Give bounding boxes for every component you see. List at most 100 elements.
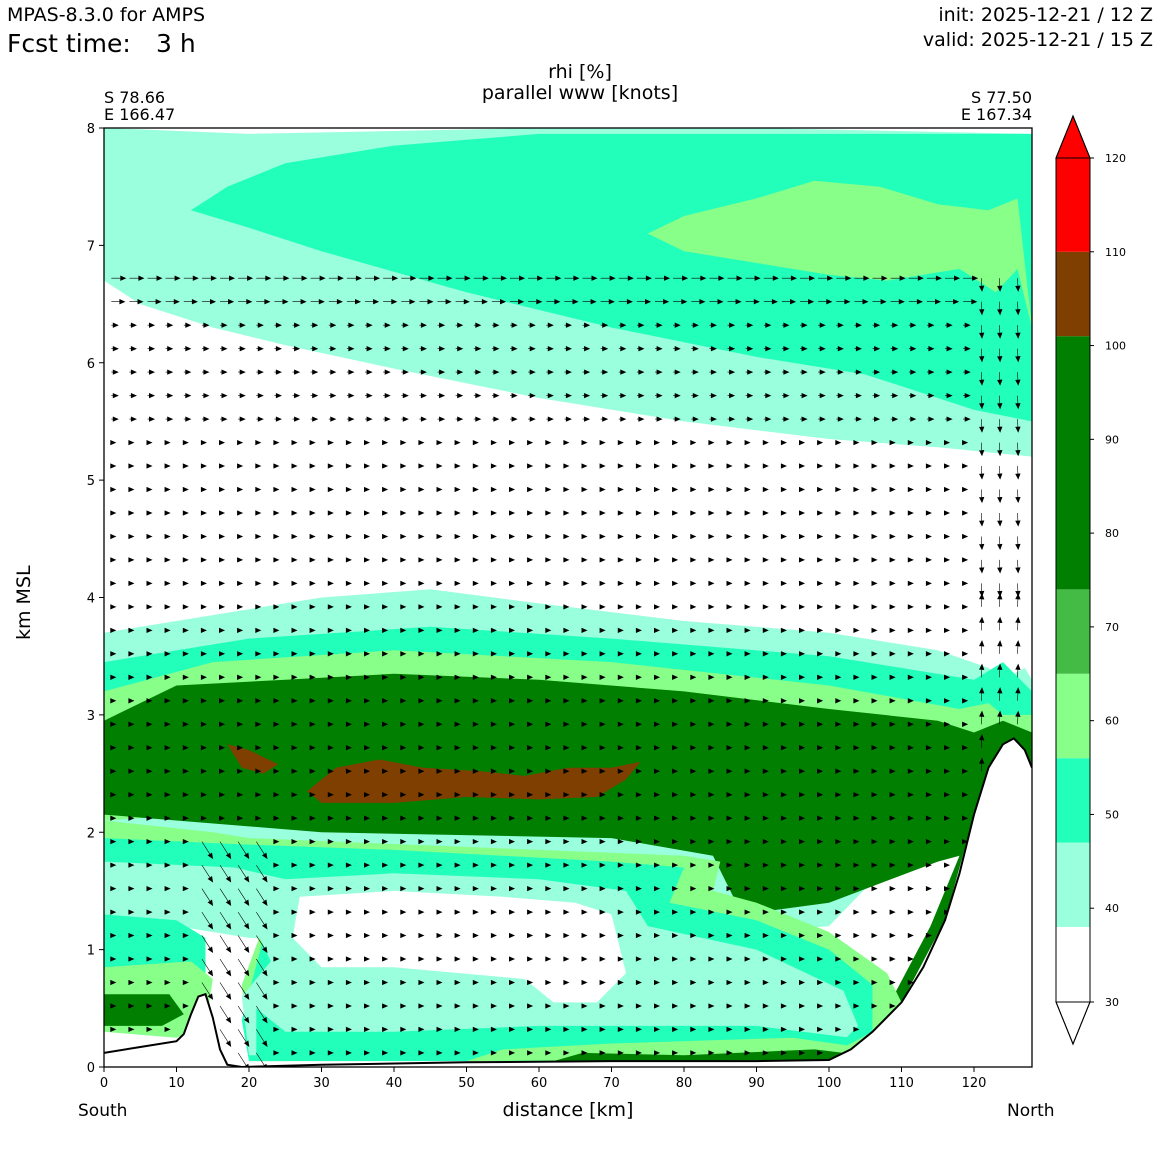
wind-vector: [708, 721, 715, 727]
wind-vector: [327, 792, 334, 798]
wind-vector: [110, 580, 117, 587]
wind-vector: [817, 885, 824, 892]
wind-vector: [943, 439, 951, 446]
wind-vector: [310, 346, 319, 352]
wind-vector: [672, 838, 679, 845]
wind-vector: [546, 346, 554, 352]
wind-vector: [238, 299, 253, 305]
wind-vector: [564, 392, 572, 399]
wind-vector: [528, 346, 536, 352]
wind-vector: [400, 1003, 407, 1009]
wind-vector: [800, 275, 816, 281]
wind-vector: [274, 346, 282, 352]
wind-vector: [128, 580, 135, 587]
wind-vector: [490, 557, 497, 563]
wind-vector: [943, 815, 951, 821]
wind-vector: [110, 932, 117, 939]
wind-vector: [1015, 325, 1021, 339]
wind-vector: [545, 862, 552, 868]
wind-vector: [907, 768, 914, 774]
wind-vector: [653, 651, 661, 657]
wind-vector: [237, 627, 244, 634]
wind-vector: [237, 864, 250, 883]
wind-vector: [672, 510, 679, 516]
wind-vector: [182, 838, 189, 845]
wind-vector: [527, 792, 534, 798]
wind-vector: [962, 533, 969, 540]
wind-vector: [256, 346, 264, 352]
wind-vector: [454, 439, 461, 446]
wind-vector: [672, 439, 679, 446]
wind-vector: [997, 640, 1003, 654]
wind-vector: [889, 932, 896, 939]
wind-vector: [164, 580, 171, 587]
wind-vector: [472, 651, 479, 657]
wind-vector: [219, 510, 226, 516]
wind-vector: [273, 815, 280, 821]
wind-vector: [201, 346, 210, 352]
wind-vector: [762, 1050, 769, 1056]
wind-vector: [817, 815, 824, 821]
colorbar-under-triangle: [1055, 1001, 1091, 1046]
wind-vector: [200, 815, 207, 821]
wind-vector: [690, 1050, 697, 1056]
wind-vector: [345, 768, 352, 774]
wind-vector: [708, 885, 715, 892]
wind-vector: [527, 768, 534, 774]
wind-vector: [653, 909, 661, 915]
wind-vector: [871, 463, 878, 469]
wind-vector: [635, 838, 642, 845]
wind-vector: [762, 510, 769, 516]
wind-vector: [1015, 559, 1021, 574]
wind-vector: [979, 616, 985, 631]
wind-vector: [581, 956, 588, 962]
wind-vector: [872, 416, 881, 422]
wind-vector: [491, 299, 507, 305]
wind-vector: [129, 275, 145, 281]
wind-vector: [708, 909, 715, 915]
wind-vector: [454, 885, 461, 892]
wind-vector: [490, 627, 497, 634]
wind-vector: [291, 815, 298, 821]
wind-vector: [907, 721, 914, 727]
wind-vector: [382, 792, 389, 798]
wind-vector: [655, 275, 671, 281]
wind-vector: [400, 463, 407, 469]
wind-vector: [925, 580, 932, 587]
wind-vector: [327, 698, 334, 704]
colorbar-tick-label: 60: [1105, 715, 1119, 728]
wind-vector: [472, 627, 479, 634]
wind-vector: [726, 979, 733, 986]
wind-vector: [762, 862, 769, 868]
wind-vector: [872, 369, 881, 375]
wind-vector: [309, 463, 316, 469]
wind-vector: [744, 533, 751, 540]
wind-vector: [111, 322, 119, 328]
colorbar-band: [1056, 758, 1090, 843]
wind-vector: [943, 557, 951, 563]
wind-vector: [780, 604, 787, 610]
wind-vector: [346, 369, 355, 375]
wind-vector: [200, 745, 207, 751]
wind-vector: [545, 979, 552, 986]
wind-vector: [599, 510, 606, 516]
wind-vector: [744, 721, 751, 727]
wind-vector: [726, 768, 733, 774]
wind-vector: [363, 1003, 371, 1009]
wind-vector: [673, 416, 681, 422]
wind-vector: [182, 792, 189, 798]
wind-vector: [871, 439, 878, 446]
wind-vector: [690, 721, 697, 727]
wind-vector: [164, 1026, 171, 1033]
wind-vector: [617, 698, 624, 704]
wind-vector: [673, 392, 681, 399]
wind-vector: [310, 369, 319, 375]
wind-vector: [835, 580, 842, 587]
wind-vector: [962, 627, 969, 634]
wind-vector: [744, 838, 751, 845]
wind-vector: [363, 486, 371, 493]
wind-vector: [237, 982, 250, 1000]
wind-vector: [636, 416, 645, 422]
wind-vector: [220, 392, 228, 399]
